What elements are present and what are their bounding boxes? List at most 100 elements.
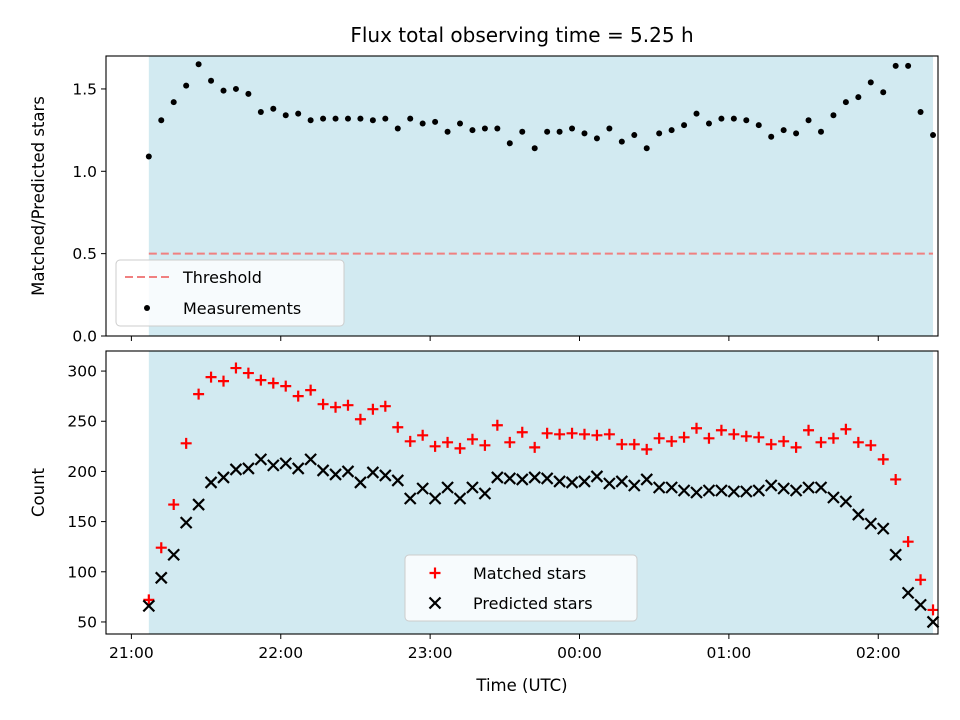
matched-star-point: [616, 438, 628, 450]
predicted-star-point: [702, 484, 716, 497]
predicted-star-point: [179, 516, 193, 529]
matched-star-point: [827, 432, 839, 444]
x-axis-label: Time (UTC): [475, 676, 567, 695]
matched-star-point: [367, 403, 379, 415]
predicted-star-point: [901, 586, 915, 600]
matched-star-point: [753, 431, 765, 443]
predicted-star-point: [229, 463, 243, 476]
matched-star-point: [554, 428, 566, 440]
x-tick-label: 21:00: [109, 644, 154, 662]
y-tick-label: 50: [77, 613, 97, 631]
matched-star-point: [765, 438, 777, 450]
count-panel: 50 100 150 200 250 300 21:00 22:00 23:00 00:00 01:…: [29, 350, 940, 695]
series-predicted-stars: [142, 453, 940, 629]
x-tick-label: 22:00: [258, 644, 303, 662]
measurement-point: [917, 109, 924, 115]
matched-star-point: [516, 426, 528, 438]
measurement-point: [780, 127, 787, 134]
measurement-point: [220, 87, 227, 94]
matched-star-point: [180, 437, 192, 449]
measurement-point: [332, 115, 339, 122]
predicted-star-point: [466, 481, 479, 494]
matched-star-point: [703, 432, 715, 444]
y-axis-label: Count: [29, 467, 48, 517]
measurement-point: [618, 138, 625, 145]
legend-box: [404, 554, 638, 622]
measurement-point: [817, 128, 824, 135]
matched-star-point: [666, 435, 678, 447]
matched-star-point: [317, 398, 329, 410]
predicted-star-point: [416, 482, 429, 495]
matched-star-point: [890, 473, 902, 485]
legend-measurements-label: Measurements: [183, 299, 301, 318]
measurement-point: [581, 130, 588, 137]
measurement-point: [295, 110, 302, 117]
matched-star-point: [578, 428, 590, 440]
predicted-star-point: [478, 487, 492, 500]
matched-star-point: [603, 428, 615, 440]
measurement-point: [183, 82, 190, 89]
measurement-point: [506, 140, 513, 147]
axes-frame: [105, 55, 939, 337]
predicted-star-point: [690, 486, 703, 499]
matched-star-point: [927, 604, 939, 616]
measurement-point: [930, 132, 937, 139]
measurement-point: [693, 110, 700, 117]
predicted-star-point: [852, 508, 865, 521]
predicted-star-point: [154, 571, 168, 585]
measurement-point: [257, 109, 264, 115]
predicted-star-point: [578, 475, 591, 488]
matched-star-point: [205, 371, 217, 383]
measurement-point: [457, 120, 464, 127]
matched-star-point: [628, 438, 640, 450]
matched-star-point: [691, 422, 703, 434]
y-tick-label: 1.0: [72, 163, 97, 181]
matched-star-point: [255, 374, 267, 386]
predicted-star-point: [839, 495, 853, 508]
y-tick-label: 150: [67, 513, 97, 531]
predicted-star-point: [889, 548, 902, 561]
legend-counts: Matched stars Predicted stars: [404, 554, 638, 622]
matched-star-point: [915, 574, 927, 586]
x-tick-label: 00:00: [557, 644, 602, 662]
measurement-point: [569, 125, 576, 132]
predicted-star-point: [267, 459, 280, 472]
matched-star-point: [305, 384, 317, 396]
measurement-point: [382, 115, 389, 122]
measurement-point: [407, 115, 414, 122]
measurement-point: [145, 153, 152, 160]
predicted-star-point: [242, 462, 255, 475]
predicted-star-point: [652, 481, 666, 494]
predicted-star-point: [665, 481, 678, 494]
matched-star-point: [877, 453, 889, 465]
matched-star-point: [454, 442, 466, 454]
measurement-point: [494, 125, 501, 132]
measurement-point: [718, 115, 725, 122]
measurement-point: [531, 145, 538, 152]
measurement-point: [643, 145, 650, 152]
measurement-point: [544, 128, 551, 135]
predicted-star-point: [329, 468, 342, 481]
measurement-point: [593, 135, 600, 142]
predicted-star-point: [192, 498, 205, 511]
matched-star-point: [778, 435, 790, 447]
measurement-point: [755, 122, 762, 129]
predicted-star-point: [515, 473, 529, 486]
matched-star-point: [803, 424, 815, 436]
matched-star-point: [442, 436, 454, 448]
predicted-star-point: [528, 471, 541, 484]
measurement-point: [556, 128, 563, 135]
matched-star-point: [466, 433, 478, 445]
measurement-point: [245, 90, 252, 97]
measurement-point: [681, 122, 688, 129]
measurement-point: [830, 112, 837, 119]
predicted-star-point: [590, 470, 604, 483]
matched-star-point: [479, 439, 491, 451]
y-axis-label: Matched/Predicted stars: [29, 96, 48, 296]
series-measurements: [145, 61, 937, 160]
predicted-star-point: [391, 474, 405, 487]
measurement-point: [867, 79, 874, 86]
measurement-point: [270, 105, 277, 112]
predicted-star-point: [553, 475, 566, 488]
matched-star-point: [541, 427, 553, 439]
